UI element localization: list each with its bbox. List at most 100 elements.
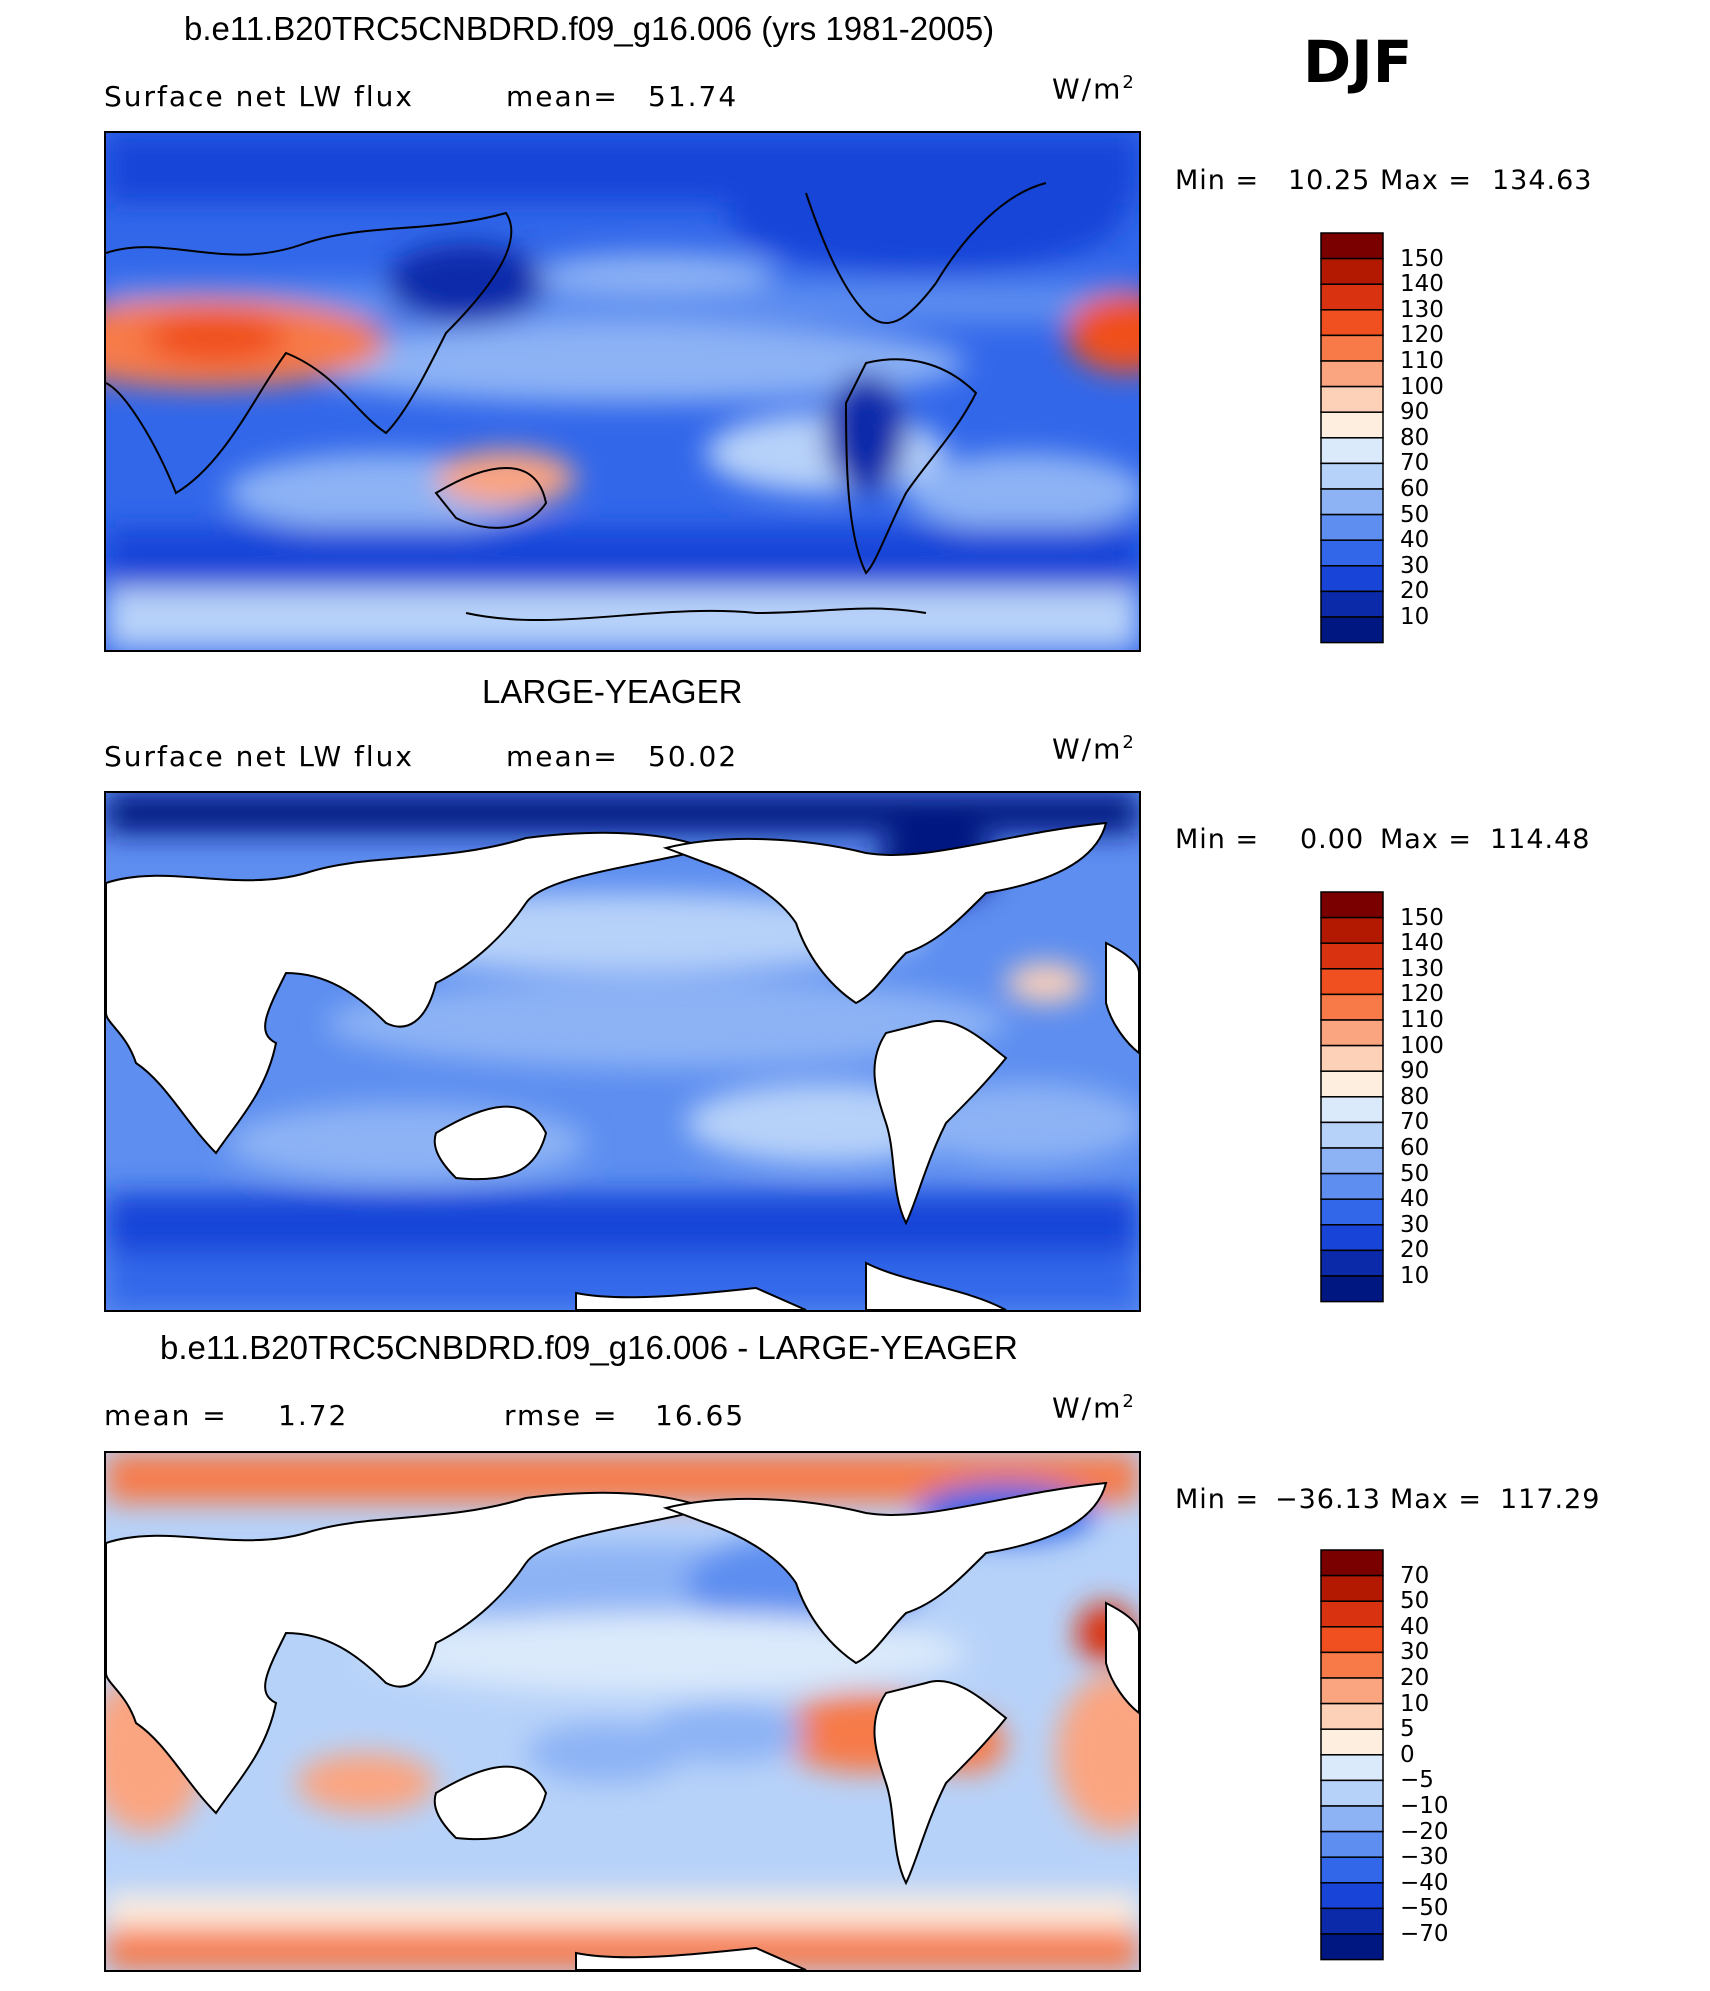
- colorbar-swatch: [1320, 1830, 1384, 1858]
- season-label: DJF: [1303, 28, 1413, 96]
- colorbar-swatch: [1320, 993, 1384, 1021]
- colorbar-swatch: [1320, 1147, 1384, 1175]
- colorbar-tick-label: 5: [1400, 1716, 1415, 1743]
- colorbar-tick-label: 20: [1400, 1237, 1430, 1264]
- panel-3-map-svg: [106, 1453, 1139, 1970]
- colorbar-swatch: [1320, 1651, 1384, 1679]
- panel-2-map-svg: [106, 793, 1139, 1310]
- panel-2-mean-label: mean=: [506, 740, 619, 773]
- colorbar-tick-label: 120: [1400, 322, 1444, 349]
- colorbar-swatch: [1320, 232, 1384, 260]
- colorbar-swatch: [1320, 1856, 1384, 1884]
- colorbar-swatch: [1320, 488, 1384, 516]
- colorbar-tick-label: 40: [1400, 527, 1430, 554]
- panel-2-mean-value: 50.02: [648, 740, 739, 773]
- panel-2-title: LARGE-YEAGER: [482, 673, 743, 710]
- colorbar-swatch: [1320, 385, 1384, 413]
- colorbar-swatch: [1320, 616, 1384, 644]
- colorbar-tick-label: 70: [1400, 450, 1430, 477]
- colorbar-swatch: [1320, 1070, 1384, 1098]
- colorbar-swatch: [1320, 1224, 1384, 1252]
- panel-1-mean-value: 51.74: [648, 80, 739, 113]
- units-superscript: 2: [1122, 1391, 1136, 1412]
- panel-1-max-value: 134.63: [1492, 165, 1593, 196]
- panel-3-mean-value: 1.72: [278, 1399, 349, 1432]
- colorbar-tick-label: 10: [1400, 1263, 1430, 1289]
- panel-1-min-label: Min =: [1175, 165, 1260, 196]
- panel-2-units: W/m2: [1052, 732, 1136, 765]
- colorbar-tick-label: 110: [1400, 1007, 1444, 1033]
- colorbar-tick-label: 0: [1400, 1741, 1415, 1768]
- panel-1-variable-label: Surface net LW flux: [104, 80, 414, 113]
- colorbar-tick-label: 150: [1400, 245, 1444, 272]
- panel-1-min-value: 10.25: [1288, 165, 1371, 196]
- colorbar-tick-label: 60: [1400, 476, 1430, 502]
- panel-2-max-label: Max =: [1380, 824, 1473, 855]
- colorbar-tick-label: 90: [1400, 1058, 1430, 1085]
- panel-3-min-label: Min =: [1175, 1484, 1260, 1515]
- colorbar-swatch: [1320, 1044, 1384, 1072]
- units-superscript: 2: [1122, 732, 1136, 753]
- colorbar-tick-label: 130: [1400, 955, 1444, 982]
- panel-3-units: W/m2: [1052, 1391, 1136, 1424]
- colorbar-swatch: [1320, 1805, 1384, 1833]
- colorbar-swatch: [1320, 539, 1384, 567]
- colorbar-tick-label: 10: [1400, 604, 1430, 630]
- colorbar-swatch: [1320, 1275, 1384, 1303]
- colorbar-tick-label: 10: [1400, 1690, 1430, 1717]
- panel-2-min-value: 0.00: [1300, 824, 1365, 855]
- colorbar-swatch: [1320, 1019, 1384, 1047]
- colorbar-swatch: [1320, 1574, 1384, 1602]
- colorbar-tick-label: 100: [1400, 1032, 1444, 1059]
- colorbar-swatch: [1320, 1754, 1384, 1782]
- colorbar-tick-label: 50: [1400, 1160, 1430, 1187]
- colorbar-swatch: [1320, 1907, 1384, 1935]
- colorbar-swatch: [1320, 360, 1384, 388]
- colorbar-tick-label: 140: [1400, 271, 1444, 298]
- colorbar-tick-label: −20: [1400, 1818, 1449, 1845]
- colorbar-swatch: [1320, 513, 1384, 541]
- colorbar-swatch: [1320, 1677, 1384, 1705]
- panel-1-map-svg: [106, 133, 1139, 650]
- colorbar-swatch: [1320, 1549, 1384, 1577]
- colorbar-swatch: [1320, 1121, 1384, 1149]
- colorbar-tick-label: 50: [1400, 501, 1430, 528]
- colorbar-tick-label: 20: [1400, 578, 1430, 605]
- colorbar-swatch: [1320, 309, 1384, 337]
- panel-2-variable-label: Surface net LW flux: [104, 740, 414, 773]
- panel-3-max-label: Max =: [1390, 1484, 1483, 1515]
- panel-3-title: b.e11.B20TRC5CNBDRD.f09_g16.006 - LARGE-…: [160, 1329, 1018, 1366]
- colorbar-tick-label: 50: [1400, 1588, 1430, 1615]
- colorbar-svg: [1320, 1549, 1384, 1961]
- colorbar-tick-label: 150: [1400, 904, 1444, 931]
- colorbar-tick-label: −50: [1400, 1895, 1449, 1922]
- units-text: W/m: [1052, 1391, 1123, 1425]
- colorbar-swatch: [1320, 565, 1384, 593]
- colorbar-swatch: [1320, 590, 1384, 618]
- colorbar-tick-label: 70: [1400, 1562, 1430, 1589]
- colorbar-tick-label: 30: [1400, 1639, 1430, 1666]
- colorbar-tick-label: 80: [1400, 424, 1430, 451]
- panel-2-max-value: 114.48: [1490, 824, 1591, 855]
- panel-2-land-mask: [106, 821, 1139, 1310]
- colorbar-swatch: [1320, 1600, 1384, 1628]
- panel-1-coastlines: [106, 182, 1047, 622]
- colorbar-swatch: [1320, 1933, 1384, 1961]
- colorbar-tick-label: 140: [1400, 930, 1444, 957]
- panel-1-mean-label: mean=: [506, 80, 619, 113]
- colorbar-tick-label: 70: [1400, 1109, 1430, 1136]
- panel-2-min-label: Min =: [1175, 824, 1260, 855]
- colorbar-tick-label: −40: [1400, 1869, 1449, 1896]
- colorbar-swatch: [1320, 1172, 1384, 1200]
- panel-2-map: [104, 791, 1141, 1312]
- colorbar-tick-label: −70: [1400, 1921, 1449, 1947]
- colorbar-tick-label: −30: [1400, 1844, 1449, 1871]
- panel-3-mean-label: mean =: [104, 1399, 228, 1432]
- colorbar-swatch: [1320, 916, 1384, 944]
- colorbar-swatch: [1320, 891, 1384, 919]
- panel-3-rmse-value: 16.65: [655, 1399, 746, 1432]
- units-superscript: 2: [1122, 72, 1136, 93]
- colorbar-tick-label: 60: [1400, 1135, 1430, 1161]
- panel-1-max-label: Max =: [1380, 165, 1473, 196]
- units-text: W/m: [1052, 72, 1123, 106]
